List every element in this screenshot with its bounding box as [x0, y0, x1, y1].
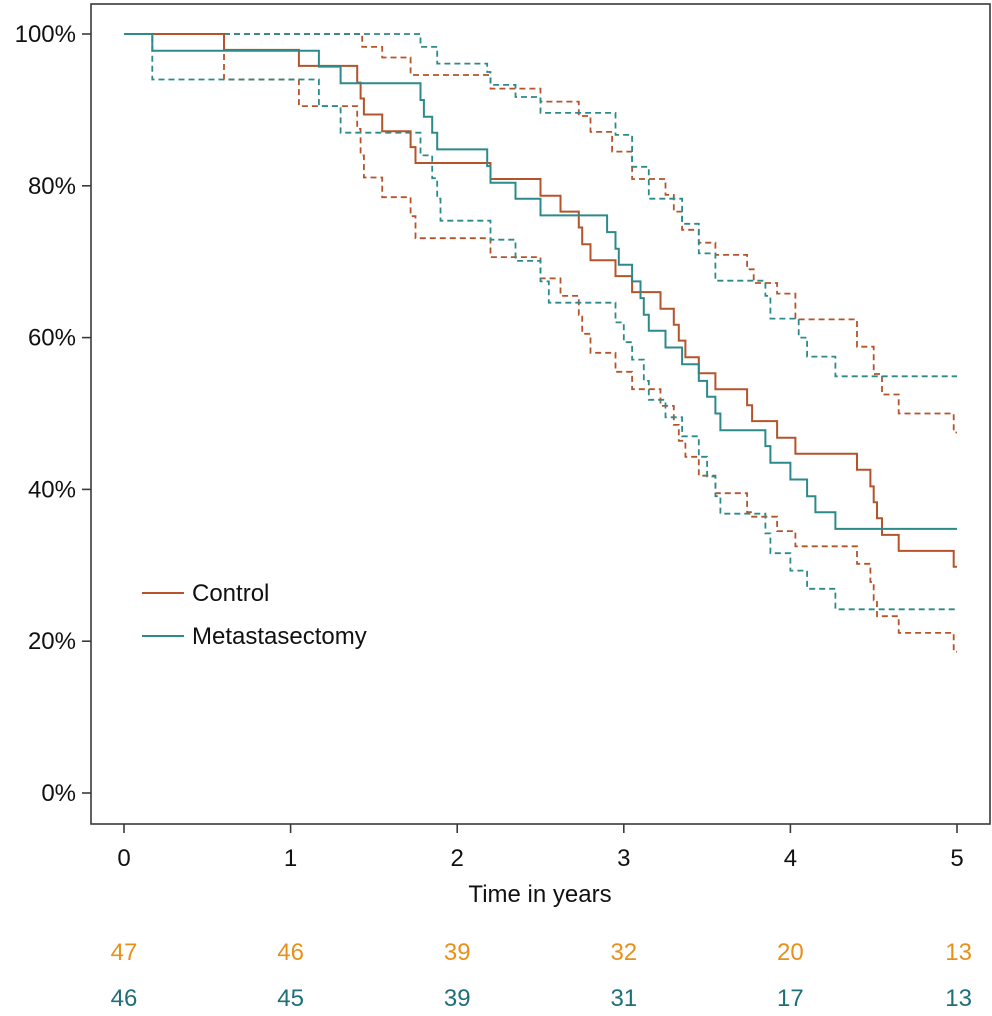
- risk-count-metastasectomy: 45: [277, 985, 304, 1012]
- risk-count-metastasectomy: 46: [111, 985, 138, 1012]
- x-tick-label: 5: [950, 845, 963, 872]
- legend: Control Metastasectomy: [142, 580, 367, 650]
- y-tick-label: 80%: [28, 173, 76, 200]
- x-tick-label: 2: [451, 845, 464, 872]
- x-axis: 0 1 2 3 4 5: [117, 824, 964, 872]
- risk-count-metastasectomy: 31: [610, 985, 637, 1012]
- control-ci-upper: [124, 33, 957, 434]
- x-tick-label: 3: [617, 845, 630, 872]
- y-tick-label: 0%: [41, 780, 76, 807]
- risk-count-control: 20: [777, 939, 804, 966]
- x-axis-title: Time in years: [468, 881, 611, 908]
- x-tick-label: 0: [117, 845, 130, 872]
- risk-count-control: 39: [444, 939, 471, 966]
- risk-table: 47 46 39 32 20 13 46 45 39 31 17 13: [111, 939, 972, 1012]
- risk-count-control: 47: [111, 939, 138, 966]
- x-tick-label: 1: [284, 845, 297, 872]
- risk-count-control: 13: [945, 939, 972, 966]
- metastasectomy-curve: [124, 33, 957, 530]
- risk-count-metastasectomy: 13: [945, 985, 972, 1012]
- confidence-bands: [124, 33, 957, 653]
- x-tick-label: 4: [784, 845, 797, 872]
- metastasectomy-ci-lower: [124, 33, 957, 611]
- y-axis: 0% 20% 40% 60% 80% 100%: [15, 21, 91, 807]
- y-tick-label: 60%: [28, 325, 76, 352]
- control-curve: [124, 33, 957, 568]
- y-tick-label: 40%: [28, 476, 76, 503]
- legend-label-metastasectomy: Metastasectomy: [192, 623, 367, 650]
- plot-frame: [90, 3, 991, 825]
- risk-count-control: 46: [277, 939, 304, 966]
- survival-curves: [124, 33, 957, 568]
- risk-count-control: 32: [610, 939, 637, 966]
- y-tick-label: 100%: [15, 21, 76, 48]
- metastasectomy-ci-upper: [124, 33, 957, 378]
- legend-label-control: Control: [192, 580, 269, 607]
- y-tick-label: 20%: [28, 628, 76, 655]
- control-ci-lower: [124, 33, 957, 653]
- risk-count-metastasectomy: 17: [777, 985, 804, 1012]
- risk-count-metastasectomy: 39: [444, 985, 471, 1012]
